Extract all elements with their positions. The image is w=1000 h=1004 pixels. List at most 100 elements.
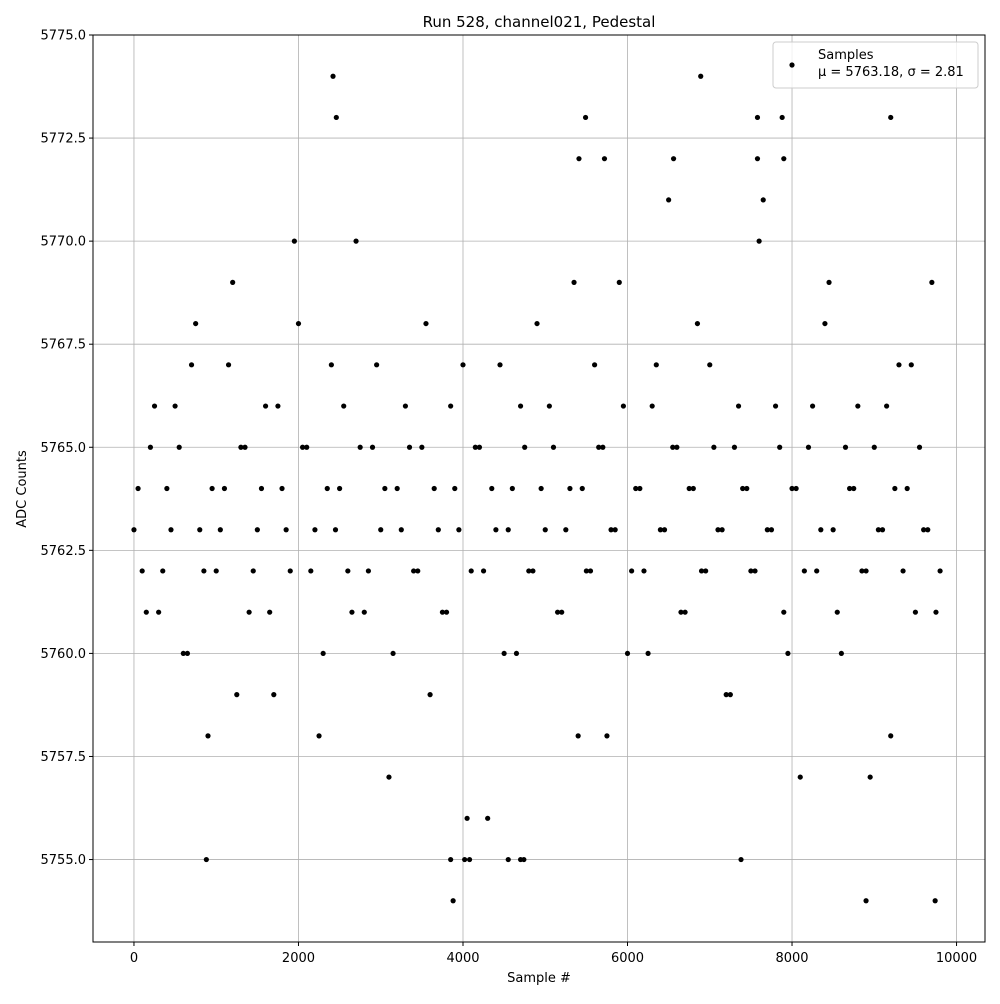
data-point — [193, 320, 199, 327]
chart-title: Run 528, channel021, Pedestal — [423, 13, 656, 31]
data-point — [287, 568, 293, 574]
data-point — [476, 444, 483, 450]
data-point — [559, 609, 565, 615]
data-point — [653, 362, 659, 368]
data-point — [789, 485, 795, 492]
data-point — [333, 114, 339, 121]
data-point — [592, 362, 598, 368]
data-point — [217, 527, 223, 533]
y-tick-label: 5762.5 — [41, 544, 87, 559]
data-point — [892, 485, 898, 492]
data-point — [250, 568, 256, 574]
x-tick-label: 0 — [130, 951, 138, 966]
data-point — [462, 856, 468, 863]
data-point — [349, 609, 355, 615]
data-point — [427, 692, 433, 698]
data-point — [768, 527, 775, 533]
data-point — [587, 568, 594, 574]
y-axis-label: ADC Counts — [15, 450, 30, 528]
data-point — [723, 692, 729, 698]
data-point — [744, 485, 750, 492]
data-point — [402, 403, 409, 409]
data-point — [497, 362, 503, 368]
data-point — [764, 527, 770, 533]
data-point — [814, 568, 820, 574]
data-point — [703, 568, 709, 574]
data-point — [139, 568, 145, 574]
data-point — [398, 527, 404, 533]
data-point — [394, 485, 400, 492]
data-point — [641, 568, 647, 574]
data-point — [485, 815, 491, 821]
data-point — [530, 568, 536, 574]
data-point — [131, 527, 137, 533]
data-point — [262, 403, 269, 409]
data-point — [225, 362, 232, 368]
data-point — [176, 444, 182, 450]
data-point — [267, 609, 273, 615]
x-tick-label: 4000 — [446, 951, 479, 966]
y-tick-label: 5775.0 — [41, 29, 87, 44]
plot-frame — [92, 34, 986, 943]
data-point — [390, 650, 396, 657]
data-point — [719, 527, 725, 533]
data-point — [172, 403, 178, 409]
data-point — [312, 527, 318, 533]
data-point — [888, 733, 894, 739]
data-point — [308, 568, 314, 574]
data-point — [855, 403, 861, 409]
data-point — [316, 733, 322, 739]
data-point — [838, 650, 844, 657]
data-point — [213, 568, 219, 574]
data-point — [678, 609, 684, 615]
data-point — [682, 609, 688, 615]
data-point — [620, 403, 626, 409]
data-point — [542, 527, 548, 533]
data-point — [690, 485, 696, 492]
legend-box — [772, 41, 979, 89]
data-point — [361, 609, 367, 615]
data-point — [450, 898, 456, 904]
data-point — [337, 485, 343, 492]
data-point — [666, 197, 672, 203]
y-tick-label: 5770.0 — [41, 235, 87, 250]
data-point — [624, 650, 631, 657]
data-point — [295, 320, 302, 327]
data-point — [279, 485, 285, 492]
data-point — [781, 609, 787, 615]
data-point — [772, 403, 779, 409]
data-point — [637, 485, 643, 492]
data-point — [830, 527, 836, 533]
data-point — [332, 527, 339, 533]
data-point — [698, 73, 704, 79]
data-point — [629, 568, 635, 574]
data-point — [571, 279, 577, 285]
data-point — [779, 114, 785, 121]
data-point — [932, 898, 938, 904]
data-point — [670, 444, 676, 450]
data-point — [464, 815, 470, 821]
data-point — [657, 527, 664, 533]
data-point — [756, 238, 762, 244]
data-point — [320, 650, 326, 657]
data-point — [760, 197, 766, 203]
data-point — [419, 444, 425, 450]
data-point — [563, 527, 569, 533]
data-point — [230, 279, 236, 285]
x-tick-label: 2000 — [282, 951, 315, 966]
data-point — [851, 485, 857, 492]
data-point — [937, 568, 943, 574]
data-point — [246, 609, 252, 615]
data-point — [242, 444, 248, 450]
data-point — [929, 279, 935, 285]
data-point — [513, 650, 520, 657]
data-point — [197, 527, 203, 533]
data-point — [415, 568, 421, 574]
legend-marker — [789, 62, 795, 68]
data-point — [781, 156, 787, 162]
data-point — [406, 444, 413, 450]
data-point — [740, 485, 746, 492]
data-point — [147, 444, 154, 450]
data-point — [271, 692, 277, 698]
